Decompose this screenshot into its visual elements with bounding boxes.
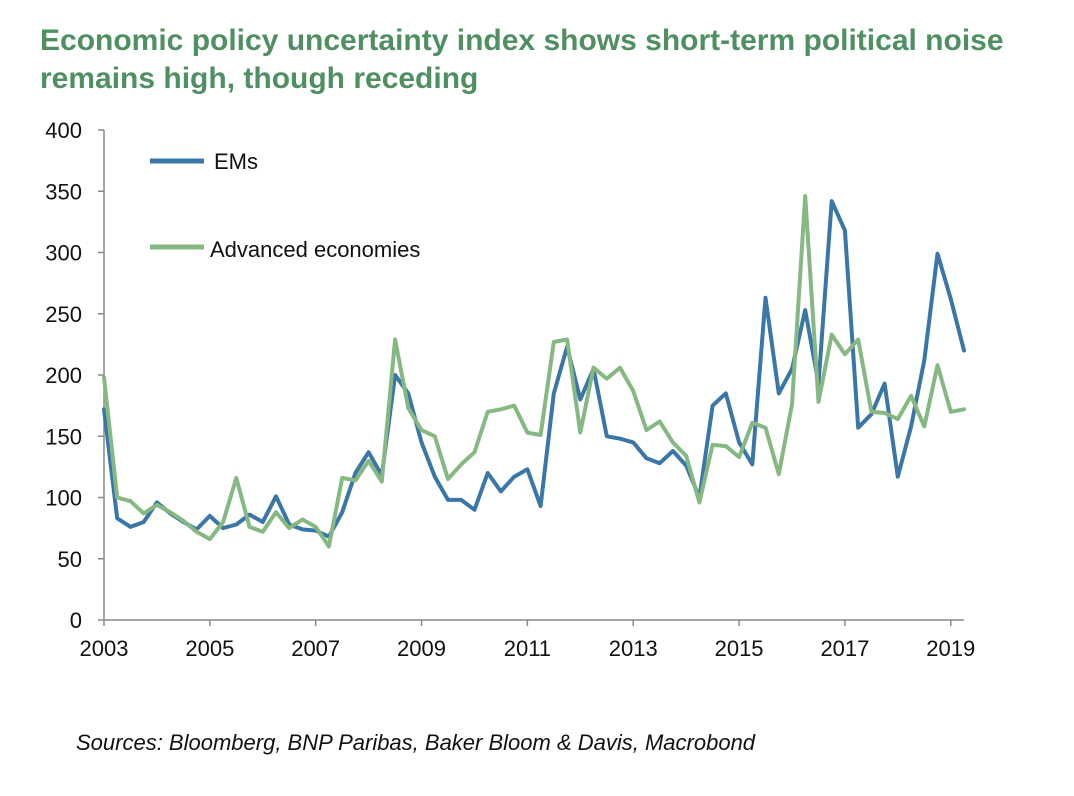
x-tick-label: 2013 <box>609 636 658 661</box>
x-tick-label: 2005 <box>185 636 234 661</box>
legend-item-ems: EMs <box>150 149 258 174</box>
y-tick-label: 0 <box>70 608 82 633</box>
y-axis: 0 50 100 150 200 250 300 350 400 <box>45 118 105 633</box>
legend-label: Advanced economies <box>210 237 420 262</box>
legend-label: EMs <box>214 149 258 174</box>
series-line-advanced-economies <box>102 194 966 549</box>
y-tick-label: 200 <box>45 363 82 388</box>
y-tick-label: 250 <box>45 302 82 327</box>
series-lines <box>102 194 966 549</box>
x-tick-label: 2011 <box>504 636 551 661</box>
y-tick-label: 350 <box>45 179 82 204</box>
x-tick-label: 2019 <box>926 636 975 661</box>
y-tick-label: 300 <box>45 241 82 266</box>
source-note: Sources: Bloomberg, BNP Paribas, Baker B… <box>76 730 756 755</box>
legend-item-advanced-economies: Advanced economies <box>150 237 420 262</box>
x-tick-label: 2017 <box>820 636 869 661</box>
chart-title: Economic policy uncertainty index shows … <box>40 24 1004 95</box>
x-axis: 2003 2005 2007 2009 2011 2013 2015 2017 2019 <box>80 619 975 661</box>
legend: EMs Advanced economies <box>150 149 420 262</box>
y-tick-label: 100 <box>45 486 82 511</box>
y-tick-label: 150 <box>45 424 82 449</box>
x-tick-label: 2003 <box>80 636 129 661</box>
x-tick-label: 2007 <box>291 636 340 661</box>
x-tick-label: 2009 <box>397 636 446 661</box>
x-tick-label: 2015 <box>715 636 764 661</box>
y-tick-label: 400 <box>45 118 82 143</box>
y-tick-label: 50 <box>58 547 82 572</box>
